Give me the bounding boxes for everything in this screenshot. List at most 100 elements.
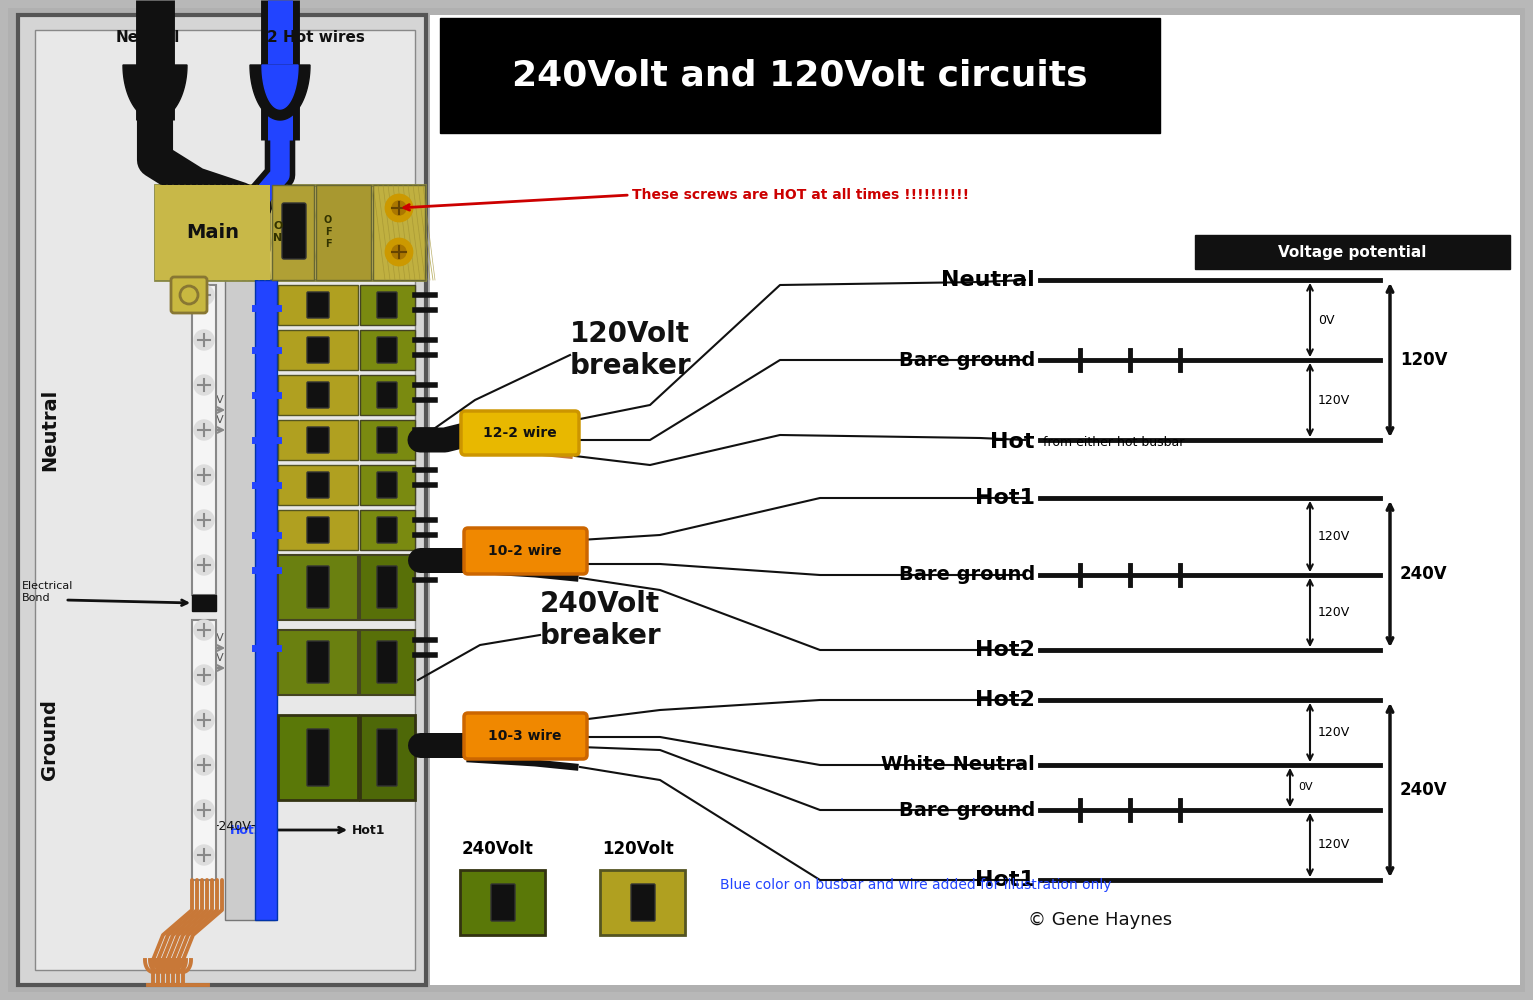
- Circle shape: [195, 845, 215, 865]
- FancyBboxPatch shape: [377, 472, 397, 498]
- FancyBboxPatch shape: [491, 884, 515, 921]
- FancyBboxPatch shape: [277, 555, 359, 620]
- FancyBboxPatch shape: [377, 729, 397, 786]
- FancyBboxPatch shape: [464, 528, 587, 574]
- Circle shape: [195, 420, 215, 440]
- Text: 0V: 0V: [1318, 314, 1335, 326]
- Text: Voltage potential: Voltage potential: [1279, 244, 1426, 259]
- Circle shape: [195, 755, 215, 775]
- FancyBboxPatch shape: [8, 8, 1525, 992]
- FancyBboxPatch shape: [373, 185, 425, 280]
- FancyBboxPatch shape: [307, 382, 330, 408]
- FancyBboxPatch shape: [632, 884, 655, 921]
- FancyBboxPatch shape: [377, 517, 397, 543]
- Text: White Neutral: White Neutral: [881, 756, 1035, 774]
- Text: 2 Hot wires: 2 Hot wires: [267, 30, 365, 45]
- Polygon shape: [250, 65, 310, 120]
- FancyBboxPatch shape: [360, 285, 415, 325]
- FancyBboxPatch shape: [277, 715, 359, 800]
- FancyBboxPatch shape: [316, 185, 371, 280]
- Text: Electrical
Bond: Electrical Bond: [21, 581, 74, 603]
- FancyBboxPatch shape: [377, 292, 397, 318]
- FancyBboxPatch shape: [271, 185, 314, 280]
- Text: Hot: Hot: [990, 432, 1035, 452]
- FancyBboxPatch shape: [360, 330, 415, 370]
- FancyBboxPatch shape: [192, 620, 216, 880]
- Polygon shape: [123, 65, 187, 120]
- Circle shape: [195, 285, 215, 305]
- FancyBboxPatch shape: [192, 285, 216, 595]
- FancyBboxPatch shape: [277, 420, 359, 460]
- Text: Neutral: Neutral: [40, 389, 60, 471]
- FancyBboxPatch shape: [225, 280, 274, 920]
- FancyBboxPatch shape: [360, 555, 415, 620]
- FancyBboxPatch shape: [307, 472, 330, 498]
- Text: 10-2 wire: 10-2 wire: [487, 544, 561, 558]
- FancyBboxPatch shape: [307, 641, 330, 683]
- FancyBboxPatch shape: [192, 595, 216, 611]
- Text: These screws are HOT at all times !!!!!!!!!!: These screws are HOT at all times !!!!!!…: [632, 188, 969, 202]
- Text: 120V: 120V: [1318, 606, 1351, 619]
- FancyBboxPatch shape: [277, 465, 359, 505]
- FancyBboxPatch shape: [277, 630, 359, 695]
- Text: 120V: 120V: [1400, 351, 1447, 369]
- Text: 120Volt
breaker: 120Volt breaker: [570, 320, 691, 380]
- FancyBboxPatch shape: [461, 411, 579, 455]
- Text: 120V: 120V: [1318, 726, 1351, 739]
- Text: 120V: 120V: [196, 653, 224, 663]
- Text: from either hot busbar: from either hot busbar: [1042, 436, 1185, 448]
- FancyBboxPatch shape: [377, 427, 397, 453]
- FancyBboxPatch shape: [35, 30, 415, 970]
- Circle shape: [392, 201, 406, 215]
- Text: 240Volt
breaker: 240Volt breaker: [540, 590, 662, 650]
- Text: O
F
F: O F F: [323, 215, 333, 249]
- Text: 120V: 120V: [196, 415, 224, 425]
- FancyBboxPatch shape: [377, 641, 397, 683]
- FancyBboxPatch shape: [307, 427, 330, 453]
- FancyBboxPatch shape: [377, 566, 397, 608]
- FancyBboxPatch shape: [360, 465, 415, 505]
- FancyBboxPatch shape: [429, 15, 1521, 985]
- Circle shape: [195, 330, 215, 350]
- FancyBboxPatch shape: [155, 185, 270, 280]
- Text: 0V: 0V: [1298, 782, 1312, 792]
- Circle shape: [195, 620, 215, 640]
- Text: Bare ground: Bare ground: [898, 351, 1035, 369]
- Text: Hot1: Hot1: [975, 488, 1035, 508]
- FancyBboxPatch shape: [282, 203, 307, 259]
- Circle shape: [195, 800, 215, 820]
- Text: 240Volt and 120Volt circuits: 240Volt and 120Volt circuits: [512, 59, 1088, 93]
- Text: 240V: 240V: [1400, 565, 1447, 583]
- FancyBboxPatch shape: [599, 870, 685, 935]
- Text: © Gene Haynes: © Gene Haynes: [1029, 911, 1173, 929]
- Text: ←240V→: ←240V→: [208, 820, 262, 833]
- FancyBboxPatch shape: [460, 870, 546, 935]
- Text: Ground: Ground: [40, 700, 60, 780]
- FancyBboxPatch shape: [377, 337, 397, 363]
- FancyBboxPatch shape: [254, 280, 277, 920]
- Polygon shape: [262, 65, 297, 109]
- Text: 120V: 120V: [196, 633, 224, 643]
- FancyBboxPatch shape: [307, 729, 330, 786]
- FancyBboxPatch shape: [360, 420, 415, 460]
- FancyBboxPatch shape: [277, 510, 359, 550]
- Text: O
N: O N: [273, 221, 282, 243]
- FancyBboxPatch shape: [377, 382, 397, 408]
- Circle shape: [195, 665, 215, 685]
- Text: Bare ground: Bare ground: [898, 800, 1035, 820]
- Text: Hot2: Hot2: [230, 824, 264, 836]
- Text: 120V: 120V: [1318, 838, 1351, 852]
- FancyBboxPatch shape: [277, 285, 359, 325]
- Text: Main: Main: [187, 223, 239, 241]
- FancyBboxPatch shape: [18, 15, 426, 985]
- Circle shape: [386, 195, 412, 221]
- Text: 120V: 120V: [1318, 393, 1351, 406]
- FancyBboxPatch shape: [360, 510, 415, 550]
- Text: 120V: 120V: [1318, 530, 1351, 543]
- FancyBboxPatch shape: [307, 337, 330, 363]
- Text: Hot2: Hot2: [975, 640, 1035, 660]
- Circle shape: [386, 239, 412, 265]
- Circle shape: [195, 465, 215, 485]
- FancyBboxPatch shape: [307, 292, 330, 318]
- Text: Blue color on busbar and wire added for illustration only: Blue color on busbar and wire added for …: [721, 878, 1111, 892]
